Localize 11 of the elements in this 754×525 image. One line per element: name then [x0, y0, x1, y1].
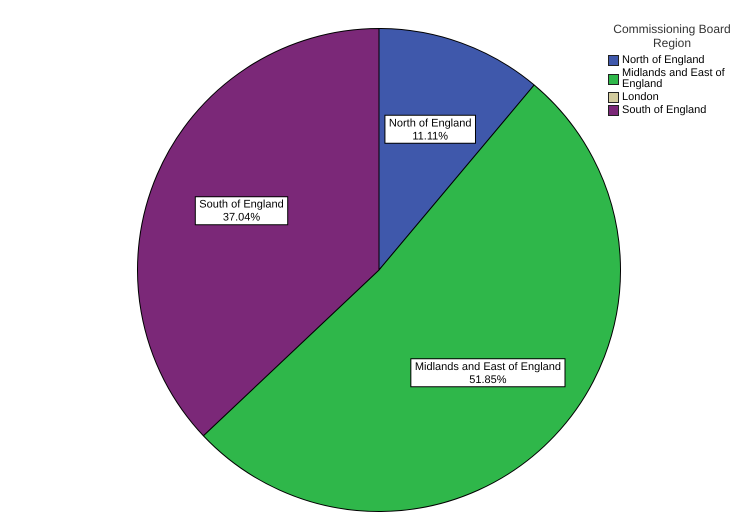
data-label: 11.11% [412, 130, 448, 142]
legend-label: Midlands and East of England [622, 67, 726, 90]
slice-label: South of England [199, 198, 284, 211]
legend-title: Commissioning Board Region [612, 22, 732, 50]
slice-label: North of England [388, 117, 472, 130]
legend-label: London [622, 91, 659, 103]
legend-label: North of England [622, 54, 705, 66]
slice-label: Midlands and East of England [414, 360, 561, 373]
data-label: 37.04% [222, 212, 260, 224]
data-label: 51.85% [469, 374, 507, 386]
legend-label: South of England [622, 104, 706, 116]
